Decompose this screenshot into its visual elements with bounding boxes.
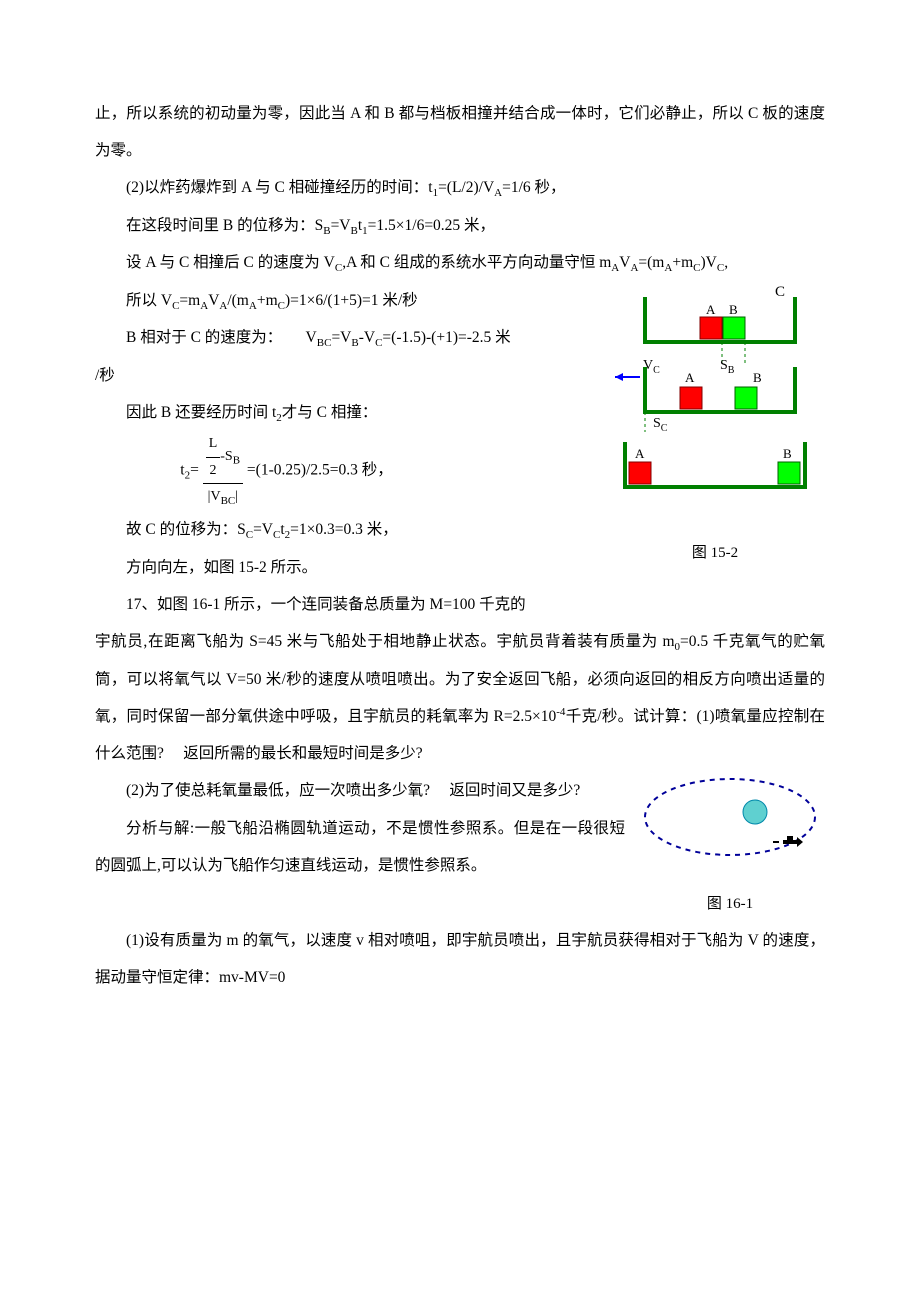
text: ,A 和 C 组成的系统水平方向动量守恒 m (342, 254, 611, 271)
text: 因此 B 还要经历时间 t (126, 404, 276, 421)
svg-text:SC: SC (653, 416, 668, 434)
text: (2)以炸药爆炸到 A 与 C 相碰撞经历的时间：t (126, 179, 433, 196)
figure-15-2-caption: 图 15-2 (605, 535, 825, 571)
text: V (208, 292, 219, 309)
text: 设 A 与 C 相撞后 C 的速度为 V (126, 254, 335, 271)
text: , (724, 254, 728, 271)
text: 在这段时间里 B 的位移为：S (126, 217, 323, 234)
paragraph: 在这段时间里 B 的位移为：SB=VBt1=1.5×1/6=0.25 米， (95, 207, 825, 244)
text: +m (257, 292, 278, 309)
paragraph: (2)以炸药爆炸到 A 与 C 相碰撞经历的时间：t1=(L/2)/VA=1/6… (95, 169, 825, 206)
sub: B (233, 455, 240, 467)
text: /秒 (95, 367, 115, 384)
sub: BC (221, 495, 236, 507)
figure-16-1: 图 16-1 (635, 772, 825, 921)
sub: BC (317, 337, 332, 349)
text: 17、如图 16-1 所示，一个连同装备总质量为 M=100 千克的 (126, 596, 526, 613)
text: =m (179, 292, 200, 309)
sub: A (249, 300, 257, 312)
fraction: L 2 -SB |VBC| (203, 431, 243, 511)
text: =(-1.5)-(+1)=-2.5 米 (382, 329, 510, 346)
text: /(m (227, 292, 249, 309)
text: =(1-0.25)/2.5=0.3 秒， (247, 462, 393, 479)
text: 止，所以系统的初动量为零，因此当 A 和 B 都与档板相撞并结合成一体时，它们必… (95, 105, 825, 159)
svg-text:B: B (753, 370, 762, 385)
text: |V (208, 489, 221, 504)
denominator: |VBC| (203, 484, 243, 512)
svg-text:C: C (775, 284, 785, 300)
sub: C (278, 300, 285, 312)
paragraph: 止，所以系统的初动量为零，因此当 A 和 B 都与档板相撞并结合成一体时，它们必… (95, 95, 825, 169)
text: +m (672, 254, 693, 271)
text: =V (331, 329, 351, 346)
text: 分析与解:一般飞船沿椭圆轨道运动，不是惯性参照系。但是在一段很短的圆弧上,可以认… (95, 820, 625, 874)
sub: A (494, 187, 502, 199)
svg-text:B: B (729, 302, 738, 317)
text: 故 C 的位移为：S (126, 521, 246, 538)
text: =(L/2)/V (438, 179, 494, 196)
text: L (206, 431, 221, 457)
text: 宇航员,在距离飞船为 S=45 米与飞船处于相地静止状态。宇航员背着装有质量为 … (95, 633, 675, 650)
text: =V (331, 217, 351, 234)
text: =(m (638, 254, 664, 271)
svg-text:SB: SB (720, 358, 735, 376)
paragraph: 设 A 与 C 相撞后 C 的速度为 VC,A 和 C 组成的系统水平方向动量守… (95, 244, 825, 281)
svg-text:A: A (685, 370, 695, 385)
text: | (235, 489, 238, 504)
sub: B (323, 225, 330, 237)
text: =1×0.3=0.3 米， (290, 521, 398, 538)
text: (1)设有质量为 m 的氧气，以速度 v 相对喷咀，即宇航员喷出，且宇航员获得相… (95, 932, 825, 986)
figure-15-2-svg: C A B A B VC SB SC A B (605, 282, 825, 517)
text: 2 (206, 458, 221, 483)
svg-text:A: A (706, 302, 716, 317)
text: 方向向左，如图 15-2 所示。 (126, 559, 317, 576)
text: V (619, 254, 630, 271)
sub: C (246, 530, 253, 542)
paragraph: 17、如图 16-1 所示，一个连同装备总质量为 M=100 千克的 (95, 586, 825, 623)
sub: B (351, 225, 358, 237)
text: =1/6 秒， (502, 179, 565, 196)
text: B 相对于 C 的速度为： V (126, 329, 317, 346)
paragraph: (1)设有质量为 m 的氧气，以速度 v 相对喷咀，即宇航员喷出，且宇航员获得相… (95, 922, 825, 996)
sub: A (200, 300, 208, 312)
numerator: L 2 -SB (203, 431, 243, 483)
figure-15-2: C A B A B VC SB SC A B 图 15-2 (605, 282, 825, 571)
text: =1.5×1/6=0.25 米， (368, 217, 495, 234)
sub: B (351, 337, 358, 349)
text: =V (253, 521, 273, 538)
text: )V (700, 254, 716, 271)
text: -V (359, 329, 375, 346)
svg-text:B: B (783, 446, 792, 461)
text: -S (220, 449, 232, 464)
paragraph: 宇航员,在距离飞船为 S=45 米与飞船处于相地静止状态。宇航员背着装有质量为 … (95, 623, 825, 772)
text: = (190, 462, 199, 479)
text: 所以 V (126, 292, 172, 309)
figure-16-1-svg (635, 772, 825, 867)
figure-16-1-caption: 图 16-1 (635, 886, 825, 922)
text: (2)为了使总耗氧量最低，应一次喷出多少氧? 返回时间又是多少? (126, 782, 580, 799)
svg-text:A: A (635, 446, 645, 461)
text: )=1×6/(1+5)=1 米/秒 (285, 292, 418, 309)
text: 才与 C 相撞： (282, 404, 378, 421)
